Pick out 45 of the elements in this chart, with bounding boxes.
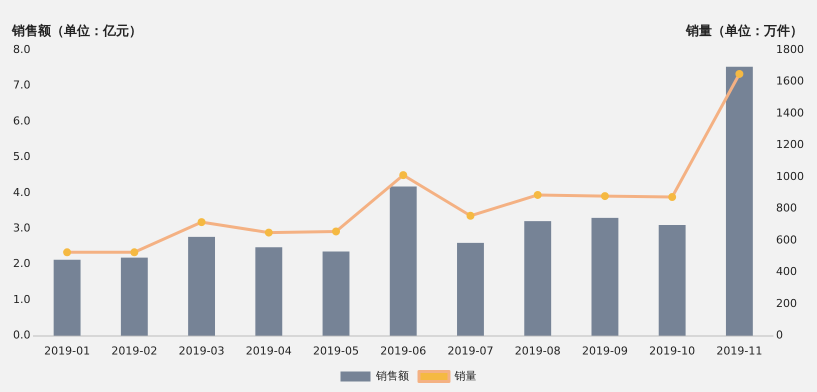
y-tick-label: 2.0 (12, 257, 30, 270)
bar (591, 218, 618, 336)
x-tick-label: 2019-01 (44, 344, 90, 358)
bar (54, 260, 81, 336)
x-tick-label: 2019-04 (246, 344, 292, 358)
y2-tick-label: 200 (776, 296, 798, 310)
y2-tick-label: 1200 (776, 138, 804, 152)
bar (120, 258, 148, 336)
y2-tick-label: 1000 (776, 170, 804, 183)
y2-tick-label: 1400 (776, 106, 804, 120)
legend-label: 销售额 (375, 369, 409, 382)
y2-tick-label: 600 (776, 233, 798, 246)
bar (188, 236, 216, 336)
x-tick-label: 2019-11 (716, 344, 762, 358)
bar (524, 221, 552, 336)
bar (255, 247, 282, 336)
bar (658, 225, 686, 336)
x-tick-label: 2019-05 (313, 344, 360, 358)
x-tick-label: 2019-09 (582, 344, 628, 358)
y2-tick-label: 400 (776, 265, 798, 278)
y-tick-label: 0.0 (12, 328, 30, 342)
y-tick-label: 8.0 (12, 42, 30, 56)
x-tick-label: 2019-10 (649, 344, 696, 358)
y-tick-label: 4.0 (12, 186, 30, 199)
y2-tick-label: 0 (776, 328, 784, 342)
y-tick-label: 1.0 (12, 292, 30, 306)
x-tick-label: 2019-08 (514, 344, 561, 358)
y-tick-label: 7.0 (12, 78, 30, 92)
bar (457, 242, 484, 336)
x-tick-label: 2019-02 (111, 344, 158, 358)
bar (726, 66, 753, 336)
x-tick-label: 2019-07 (447, 344, 494, 358)
y2-tick-label: 1800 (776, 42, 804, 56)
legend-label: 销量 (454, 369, 476, 382)
y2-axis-title: 销量（单位：万件） (686, 23, 803, 40)
y-axis-title: 销售额（单位：亿元） (12, 22, 142, 40)
y-tick-label: 6.0 (12, 114, 30, 128)
y2-tick-label: 800 (776, 202, 798, 215)
y-tick-label: 3.0 (12, 221, 30, 234)
bar (390, 186, 417, 336)
y2-tick-label: 1600 (776, 74, 804, 88)
x-tick-label: 2019-06 (380, 344, 426, 358)
bar (322, 251, 350, 336)
y-tick-label: 5.0 (12, 150, 30, 164)
x-tick-label: 2019-03 (178, 344, 225, 358)
